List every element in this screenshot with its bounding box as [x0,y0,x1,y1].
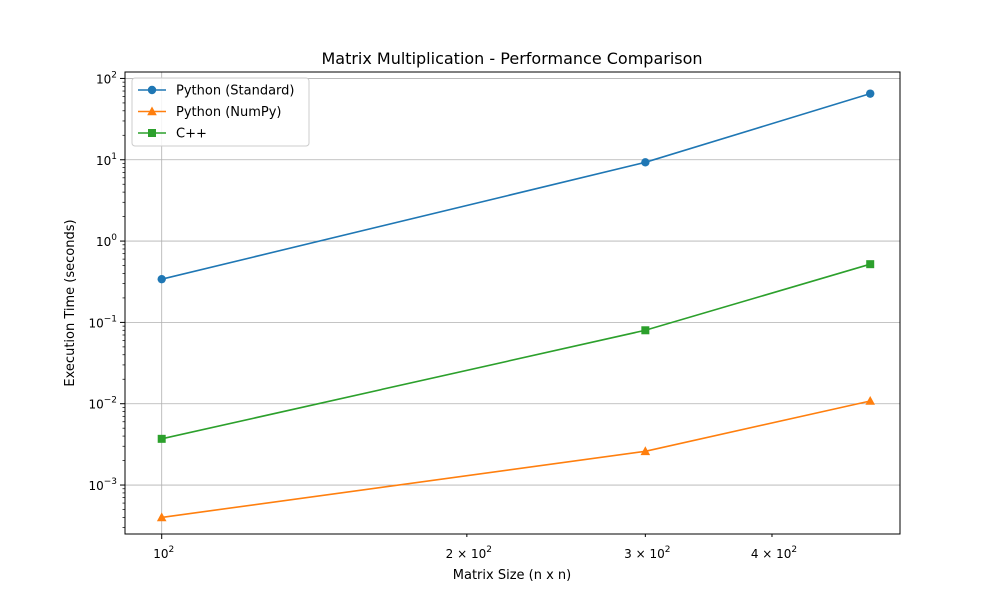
y-axis-label: Execution Time (seconds) [63,219,78,386]
y-tick-label: 101 [96,152,117,168]
y-tick-label-exp: 2 [111,70,117,80]
data-point [641,326,650,335]
x-tick-label-base: 2 × 10 [446,547,487,561]
data-point [157,274,166,284]
y-tick-label: 102 [96,70,117,86]
ticks: 102 2 × 102 3 × 102 4 × 10210−310−210−11001… [88,70,797,561]
data-point [157,434,166,443]
legend-label: Python (NumPy) [176,105,282,120]
legend-marker [147,106,157,116]
y-tick-label: 10−1 [88,314,117,330]
legend: Python (Standard) Python (NumPy) C++ [131,77,310,147]
x-tick-label-exp: 2 [791,545,797,555]
x-tick-label: 4 × 102 [751,545,797,561]
x-tick-label-base: 3 × 10 [624,547,665,561]
data-point [640,446,651,456]
series-group [156,89,876,522]
x-tick-label: 2 × 102 [446,545,492,561]
y-tick-label-base: 10 [96,235,111,249]
legend-marker [148,129,156,137]
x-tick-label-exp: 2 [168,545,174,555]
data-point [641,158,650,167]
data-point [156,512,167,522]
y-tick-label-exp: −2 [104,396,117,406]
x-tick-label: 102 [153,545,174,561]
x-tick-label-base: 10 [153,547,168,561]
y-tick-label: 100 [96,233,117,249]
y-tick-label-exp: −1 [104,314,117,324]
y-tick-label-exp: −3 [104,477,117,487]
chart-title: Matrix Multiplication - Performance Comp… [321,49,702,68]
y-tick-label-base: 10 [88,479,103,493]
y-tick-label: 10−3 [88,477,117,493]
y-tick-label-base: 10 [88,398,103,412]
y-tick-label-base: 10 [96,154,111,168]
x-tick-label-exp: 2 [486,545,492,555]
data-point [866,89,875,98]
x-tick-label-base: 4 × 10 [751,547,792,561]
legend-label: Python (Standard) [176,84,294,99]
y-tick-label: 10−2 [88,396,117,412]
series-line-2 [161,263,871,440]
legend-label: C++ [176,127,207,142]
plot-frame [124,71,901,535]
x-tick-label-exp: 2 [665,545,671,555]
y-tick-label-exp: 1 [111,152,117,162]
legend-marker [147,85,157,95]
y-tick-label-base: 10 [88,316,103,330]
y-tick-label-base: 10 [96,72,111,86]
data-point [865,396,876,405]
x-axis-label: Matrix Size (n x n) [453,568,571,583]
series-line-1 [161,400,871,519]
x-tick-label: 3 × 102 [624,545,670,561]
y-tick-label-exp: 0 [111,233,117,243]
legend-box [131,77,310,147]
data-point [866,260,875,269]
